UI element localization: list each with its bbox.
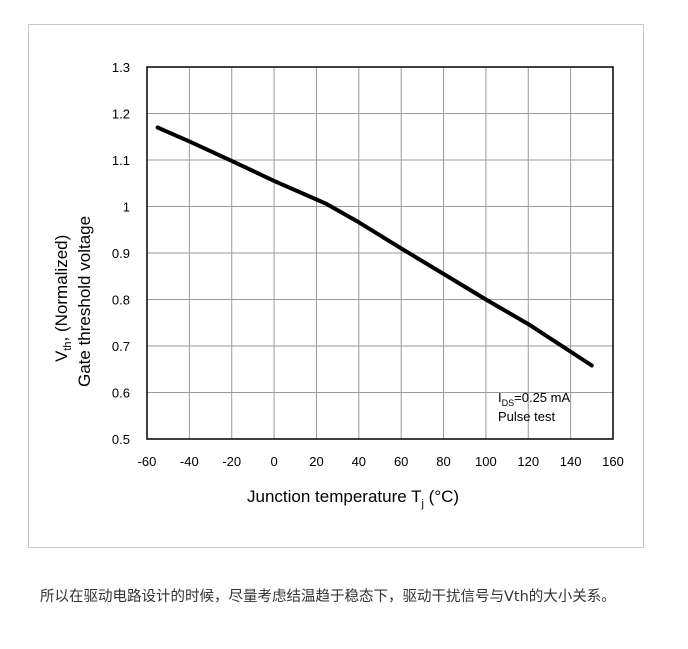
x-tick-label: -60 bbox=[138, 454, 157, 469]
y-tick-label: 0.9 bbox=[112, 246, 130, 261]
annotation-line-1: IDS=0.25 mA bbox=[498, 390, 570, 408]
grid bbox=[146, 66, 614, 440]
chart: -60 -40 -20 0 20 40 60 80 100 120 140 160 0.5 0.6 0.7… bbox=[52, 60, 624, 510]
x-tick-label: 80 bbox=[436, 454, 450, 469]
x-tick-label: 160 bbox=[602, 454, 624, 469]
y-axis-title-line-2: Gate threshold voltage bbox=[75, 216, 94, 387]
chart-frame bbox=[28, 24, 644, 548]
y-axis-title-line-1: Vth, (Normalized) bbox=[52, 235, 74, 362]
x-tick-label: 20 bbox=[309, 454, 323, 469]
y-tick-label: 0.6 bbox=[112, 386, 130, 401]
plot-area-border bbox=[146, 66, 614, 440]
series-line bbox=[155, 125, 594, 368]
caption-text: 所以在驱动电路设计的时候，尽量考虑结温趋于稳态下，驱动干扰信号与Vth的大小关系… bbox=[40, 589, 616, 605]
annotation-box: IDS=0.25 mA Pulse test bbox=[498, 390, 570, 424]
annotation-line-2: Pulse test bbox=[498, 409, 555, 424]
x-tick-label: 0 bbox=[270, 454, 277, 469]
y-tick-label: 0.8 bbox=[112, 293, 130, 308]
y-tick-label: 1.3 bbox=[112, 60, 130, 75]
x-tick-label: 60 bbox=[394, 454, 408, 469]
x-tick-labels: -60 -40 -20 0 20 40 60 80 100 120 140 160 bbox=[138, 454, 624, 469]
x-tick-label: -20 bbox=[222, 454, 241, 469]
y-axis-title: Vth, (Normalized) Gate threshold voltage bbox=[52, 216, 94, 387]
x-axis-title: Junction temperature Tj (°C) bbox=[247, 487, 459, 510]
x-tick-label: -40 bbox=[180, 454, 199, 469]
y-tick-labels: 0.5 0.6 0.7 0.8 0.9 1 1.1 1.2 1.3 bbox=[112, 60, 130, 447]
x-tick-label: 120 bbox=[517, 454, 539, 469]
x-tick-label: 40 bbox=[352, 454, 366, 469]
y-tick-label: 0.7 bbox=[112, 339, 130, 354]
y-tick-label: 1.1 bbox=[112, 153, 130, 168]
y-tick-label: 1 bbox=[123, 200, 130, 215]
x-tick-label: 140 bbox=[560, 454, 582, 469]
y-tick-label: 1.2 bbox=[112, 107, 130, 122]
y-tick-label: 0.5 bbox=[112, 432, 130, 447]
x-tick-label: 100 bbox=[475, 454, 497, 469]
